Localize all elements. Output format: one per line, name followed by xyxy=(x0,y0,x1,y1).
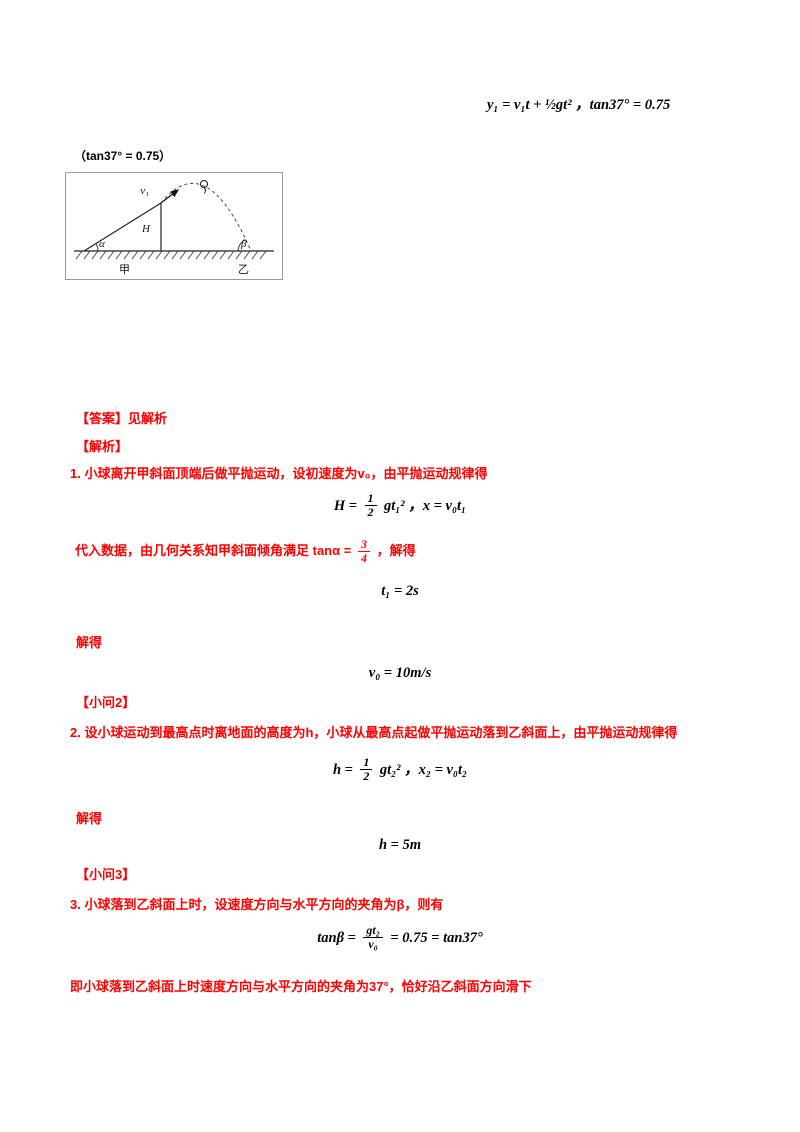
fraction: 3 4 xyxy=(357,537,370,565)
part2-formula-1: h = 1 2 gt₂² ，x₂ = v₀t₂ xyxy=(332,755,468,784)
fraction: 1 2 xyxy=(360,755,373,783)
part1-step2-text: 代入数据，由几何关系知甲斜面倾角满足 tanα = 3 4 ，解得 xyxy=(75,537,416,566)
alpha-label: α xyxy=(99,238,105,250)
formula-text: H = xyxy=(333,497,358,514)
part2-formula-2: h = 5m xyxy=(378,837,422,853)
height-H-label: H xyxy=(141,223,151,235)
part1-step1-text: 1. 小球离开甲斜面顶端后做平抛运动，设初速度为v₀，由平抛运动规律得 xyxy=(70,466,488,481)
part3-formula-1: tanβ = gt₂ v₀ = 0.75 = tan37° xyxy=(317,923,483,952)
beta-angle-arc xyxy=(237,239,246,252)
given-values-note: （tan37° = 0.75） xyxy=(74,149,172,163)
fraction: gt₂ v₀ xyxy=(363,923,383,951)
part2-step-text: 2. 设小球运动到最高点时离地面的高度为h，小球从最高点起做平抛运动落到乙斜面上… xyxy=(70,725,678,740)
part1-solve-label: 解得 xyxy=(76,635,103,650)
right-slope-label: 乙 xyxy=(238,263,249,276)
answer-line: 【答案】见解析 xyxy=(76,411,168,426)
formula-text: gt₁² ，x = v₀t₁ xyxy=(383,497,467,514)
part2-solve-label: 解得 xyxy=(76,811,103,826)
ground-hatching xyxy=(75,250,267,260)
projectile-incline-figure: v₁ H α β 甲 乙 xyxy=(74,180,274,276)
initial-velocity-arrow xyxy=(160,189,179,204)
left-slope-label: 甲 xyxy=(119,264,130,276)
part1-formula-3: v₀ = 10m/s xyxy=(368,665,432,681)
part2-header: 【小问2】 xyxy=(76,695,136,710)
incline-hypotenuse xyxy=(83,202,162,252)
fraction: 1 2 xyxy=(364,491,377,519)
trajectory-dashed-curve xyxy=(160,183,252,252)
part3-step-text: 3. 小球落到乙斜面上时，设速度方向与水平方向的夹角为β，则有 xyxy=(70,897,444,912)
analysis-label: 【解析】 xyxy=(76,439,129,454)
problem-statement-formula: y₁ = v₁t + ½gt² ，tan37° = 0.75 xyxy=(487,97,671,113)
part3-header: 【小问3】 xyxy=(76,867,136,882)
ball-peak-tail xyxy=(203,187,206,194)
part3-conclusion-text: 即小球落到乙斜面上时速度方向与水平方向的夹角为37°，恰好沿乙斜面方向滑下 xyxy=(70,979,532,994)
beta-label: β xyxy=(240,238,247,250)
v1-label: v₁ xyxy=(140,185,149,197)
part1-formula-2: t₁ = 2s xyxy=(381,583,419,599)
physics-diagram: v₁ H α β 甲 乙 xyxy=(65,172,283,280)
part1-formula-1: H = 1 2 gt₁² ，x = v₀t₁ xyxy=(0,491,800,519)
alpha-angle-arc xyxy=(95,243,99,252)
